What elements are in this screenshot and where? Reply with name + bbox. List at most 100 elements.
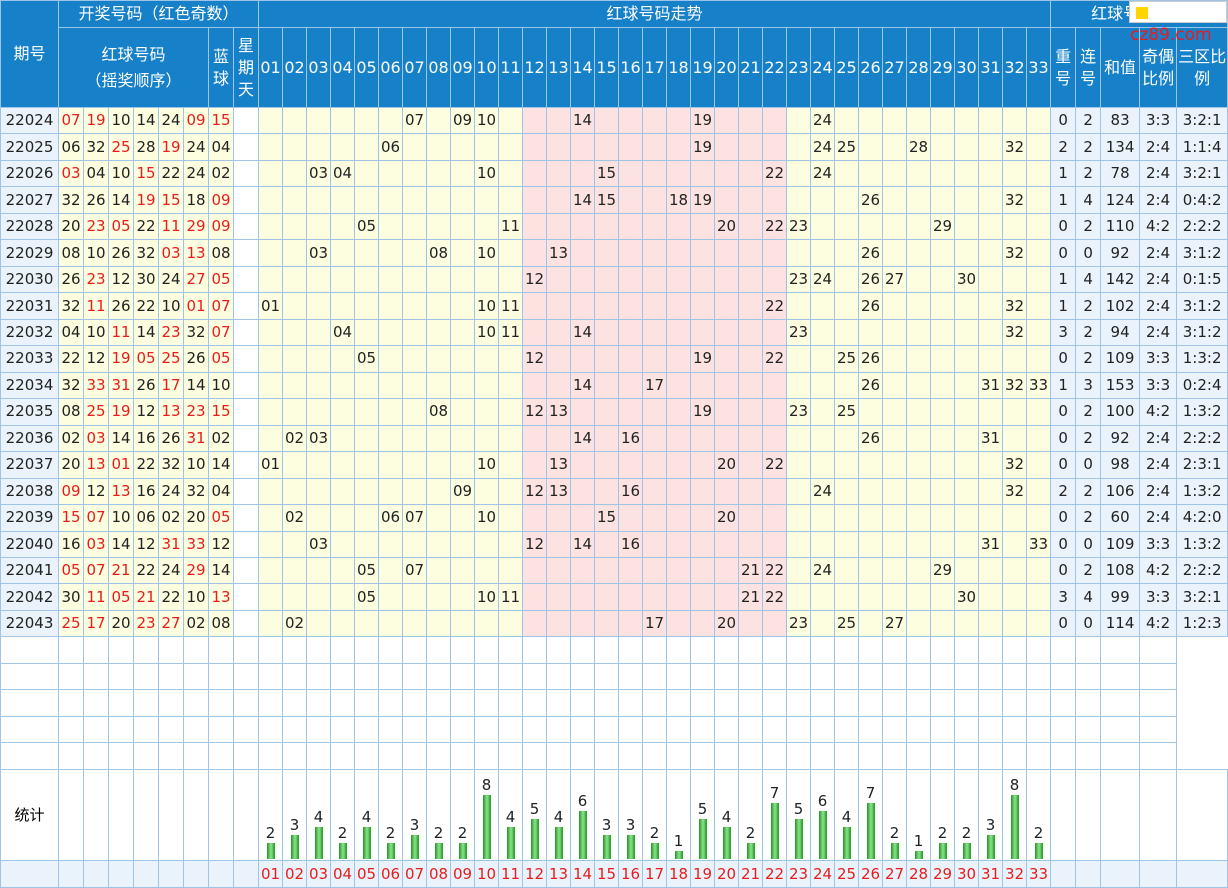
- trend-cell: [570, 159, 596, 188]
- trend-cell: [402, 318, 428, 347]
- trend-cell: [258, 159, 284, 188]
- trend-hit-cell: 21: [738, 583, 764, 611]
- trend-cell: [1026, 159, 1052, 188]
- trend-hit-cell: 20: [714, 212, 740, 241]
- repeat-cell: 0: [1050, 504, 1077, 532]
- trend-hit-cell: 19: [690, 345, 716, 373]
- trend-cell: [450, 345, 476, 373]
- red-ball-cell: 26: [108, 239, 134, 267]
- trend-cell: [282, 583, 308, 611]
- blank-cell: [208, 689, 234, 717]
- count-bar: [266, 843, 275, 860]
- trend-cell: [594, 530, 620, 558]
- trend-hit-cell: 24: [810, 556, 836, 585]
- trend-cell: [1002, 159, 1028, 188]
- blank-cell: [570, 742, 596, 770]
- trend-cell: [738, 133, 764, 161]
- trend-cell: [426, 318, 452, 347]
- red-ball-cell: 32: [83, 133, 109, 161]
- trend-cell: [810, 186, 836, 214]
- sum-cell: 124: [1100, 186, 1141, 214]
- trend-cell: [258, 530, 284, 558]
- draw-row: 22027 32 26 14 19 15 18 09 14 15 18 19 26 32 1 4 124 2:4 0…: [0, 186, 1228, 214]
- red-balls-label: 红球号码: [101, 44, 166, 64]
- trend-hit-cell: 03: [306, 424, 332, 453]
- period-cell: 22037: [0, 451, 59, 479]
- blank-cell: [158, 768, 184, 862]
- trend-cell: [714, 159, 740, 188]
- blank-cell: [882, 715, 908, 744]
- zone-ratio-cell: 4:2:0: [1176, 504, 1228, 532]
- trend-cell: [258, 424, 284, 453]
- blank-cell: [786, 689, 812, 717]
- trend-cell: [306, 292, 332, 320]
- blank-cell: [354, 742, 380, 770]
- count-label: 2: [745, 824, 756, 843]
- trend-cell: [618, 292, 644, 320]
- trend-cell: [666, 583, 692, 611]
- trend-cell: [642, 106, 668, 135]
- blue-ball-cell: 13: [208, 583, 234, 611]
- count-label: 1: [673, 832, 684, 851]
- blank-cell: [762, 662, 788, 691]
- blank-cell: [786, 715, 812, 744]
- trend-hit-cell: 27: [882, 609, 908, 638]
- blank-cell: [208, 715, 234, 744]
- odd-even-cell: 4:2: [1139, 212, 1178, 241]
- trend-cell: [546, 504, 572, 532]
- blank-cell: [714, 662, 740, 691]
- trend-cell: [786, 424, 812, 453]
- trend-cell: [690, 583, 716, 611]
- red-ball-cell: 31: [158, 530, 184, 558]
- trend-cell: [1002, 530, 1028, 558]
- trend-cell: [522, 292, 548, 320]
- blank-cell: [183, 715, 209, 744]
- blank-cell: [1075, 636, 1102, 664]
- trend-cell: [954, 345, 980, 373]
- blank-cell: [133, 636, 159, 664]
- trend-cell: [498, 556, 524, 585]
- count-bar: [770, 803, 779, 860]
- count-bar: [890, 843, 899, 860]
- red-ball-cell: 18: [183, 186, 209, 214]
- trend-hit-cell: 23: [786, 398, 812, 426]
- trend-cell: [954, 212, 980, 241]
- trend-cell: [450, 583, 476, 611]
- trend-cell: [474, 133, 500, 161]
- trend-cell: [882, 292, 908, 320]
- draw-row: 22032 04 10 11 14 23 32 07 04 10 11 14 23 32 3 2 94 2:4 3:…: [0, 318, 1228, 347]
- count-bar-cell: 8: [1002, 768, 1028, 862]
- trend-cell: [330, 292, 356, 320]
- red-ball-cell: 23: [83, 265, 109, 294]
- odd-even-cell: 3:3: [1139, 530, 1178, 558]
- trend-cell: [666, 133, 692, 161]
- trend-cell: [498, 530, 524, 558]
- sum-cell: 92: [1100, 424, 1141, 453]
- blue-ball-cell: 07: [208, 318, 234, 347]
- trend-cell: [546, 292, 572, 320]
- red-ball-cell: 07: [58, 106, 84, 135]
- trend-cell: [714, 345, 740, 373]
- red-ball-cell: 24: [158, 265, 184, 294]
- trend-cell: [714, 265, 740, 294]
- blank-cell: [546, 689, 572, 717]
- trend-cell: [570, 583, 596, 611]
- trend-cell: [762, 239, 788, 267]
- trend-cell: [354, 133, 380, 161]
- trend-hit-cell: 26: [858, 345, 884, 373]
- trend-cell: [426, 504, 452, 532]
- blank-cell: [1139, 768, 1178, 862]
- blank-cell: [738, 689, 764, 717]
- trend-cell: [522, 556, 548, 585]
- red-ball-cell: 11: [83, 583, 109, 611]
- trend-cell: [450, 212, 476, 241]
- trend-hit-cell: 02: [282, 424, 308, 453]
- blank-cell: [498, 662, 524, 691]
- count-label: 8: [481, 776, 492, 795]
- red-ball-cell: 13: [83, 451, 109, 479]
- blank-row: [0, 715, 1228, 744]
- trend-cell: [594, 345, 620, 373]
- odd-even-cell: 2:4: [1139, 159, 1178, 188]
- trend-cell: [954, 609, 980, 638]
- count-label: 6: [817, 792, 828, 811]
